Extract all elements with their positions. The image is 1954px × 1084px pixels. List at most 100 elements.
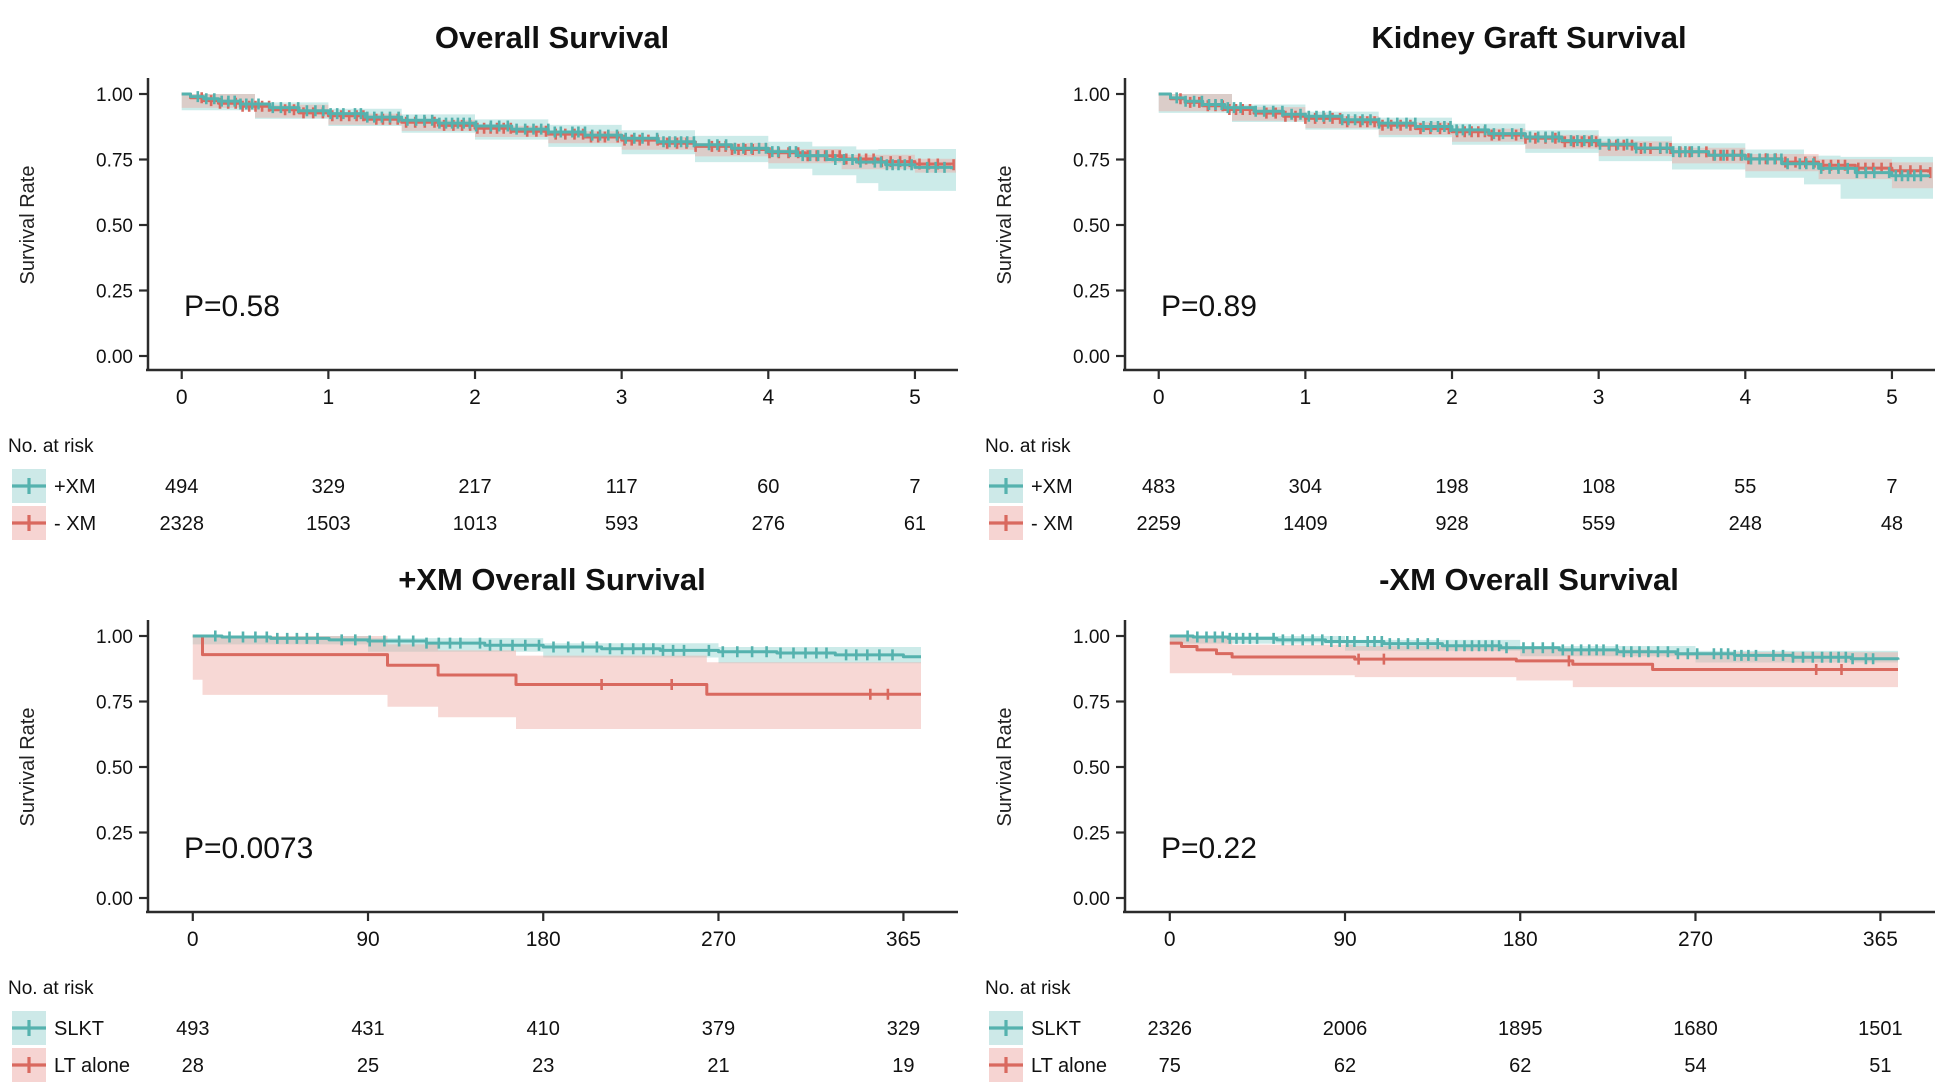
risk-count: 7: [1886, 476, 1897, 498]
risk-count: 1895: [1498, 1018, 1543, 1040]
risk-count: 55: [1734, 476, 1756, 498]
y-tick-label: 0.25: [1073, 824, 1110, 845]
km-curve: [192, 634, 921, 696]
x-tick-label: 3: [616, 386, 628, 409]
risk-count: 48: [1881, 513, 1903, 535]
p-value-label: P=0.58: [184, 290, 280, 323]
risk-count: 60: [757, 476, 779, 498]
risk-count: 217: [458, 476, 491, 498]
series-label: - XM: [54, 513, 96, 535]
censor-ticks: [1357, 653, 1843, 675]
risk-count: 483: [1142, 476, 1175, 498]
y-tick-label: 0.25: [96, 824, 133, 845]
risk-count: 329: [887, 1018, 920, 1040]
y-tick-label: 0.25: [1073, 282, 1110, 303]
panel-title: Kidney Graft Survival: [1371, 20, 1686, 55]
risk-table-header: No. at risk: [8, 436, 94, 457]
risk-count: 75: [1159, 1055, 1181, 1077]
panel-overall-survival: Overall Survival Survival Rate 1.00 0.75 0.5…: [8, 20, 958, 540]
risk-count: 54: [1684, 1055, 1706, 1077]
x-tick-label: 1: [323, 386, 335, 409]
series-label: +XM: [1031, 476, 1073, 498]
risk-table-header: No. at risk: [985, 436, 1071, 457]
risk-count: 2259: [1136, 513, 1181, 535]
x-tick-label: 3: [1593, 386, 1605, 409]
x-tick-label: 365: [1863, 928, 1898, 951]
y-tick-label: 0.00: [96, 889, 133, 910]
panel-neg-xm-overall-survival: -XM Overall Survival Survival Rate 1.00 0.7…: [985, 562, 1935, 1082]
risk-count: 304: [1289, 476, 1322, 498]
x-tick-label: 2: [1446, 386, 1458, 409]
risk-count: 61: [904, 513, 926, 535]
x-tick-label: 0: [1153, 386, 1165, 409]
y-tick-label: 0.75: [1073, 693, 1110, 714]
x-tick-label: 5: [1886, 386, 1898, 409]
risk-count: 1503: [306, 513, 351, 535]
x-tick-label: 5: [909, 386, 921, 409]
risk-count: 559: [1582, 513, 1615, 535]
ci-band: [192, 636, 922, 729]
risk-count: 117: [606, 476, 638, 498]
risk-table-header: No. at risk: [8, 978, 94, 999]
y-tick-label: 0.00: [96, 347, 133, 368]
risk-count: 248: [1729, 513, 1762, 535]
panel-pos-xm-overall-survival: +XM Overall Survival Survival Rate 1.00 0.7…: [8, 562, 958, 1082]
y-axis-title: Survival Rate: [17, 166, 39, 285]
x-tick-label: 365: [886, 928, 921, 951]
censor-ticks: [1175, 92, 1923, 182]
y-tick-label: 1.00: [96, 85, 133, 106]
risk-count: 25: [357, 1055, 379, 1077]
x-tick-label: 4: [1739, 386, 1751, 409]
risk-count: 410: [527, 1018, 560, 1040]
risk-count: 23: [532, 1055, 554, 1077]
risk-count: 62: [1334, 1055, 1356, 1077]
x-tick-label: 0: [1164, 928, 1176, 951]
risk-count: 21: [707, 1055, 729, 1077]
x-tick-label: 2: [469, 386, 481, 409]
panel-title: -XM Overall Survival: [1379, 562, 1679, 597]
risk-count: 431: [351, 1018, 384, 1040]
y-tick-label: 0.00: [1073, 347, 1110, 368]
panel-title: +XM Overall Survival: [398, 562, 706, 597]
risk-count: 928: [1435, 513, 1468, 535]
p-value-label: P=0.0073: [184, 832, 313, 865]
p-value-label: P=0.89: [1161, 290, 1257, 323]
y-axis-title: Survival Rate: [17, 708, 39, 827]
x-tick-label: 0: [187, 928, 199, 951]
y-tick-label: 1.00: [96, 627, 133, 648]
y-tick-label: 0.00: [1073, 889, 1110, 910]
risk-count: 7: [909, 476, 920, 498]
risk-count: 593: [605, 513, 638, 535]
y-tick-label: 1.00: [1073, 627, 1110, 648]
series-label: LT alone: [1031, 1055, 1107, 1077]
x-tick-label: 180: [526, 928, 561, 951]
x-tick-label: 270: [1678, 928, 1713, 951]
risk-count: 2006: [1323, 1018, 1368, 1040]
censor-ticks: [600, 679, 890, 700]
risk-count: 1409: [1283, 513, 1328, 535]
p-value-label: P=0.22: [1161, 832, 1257, 865]
series-label: LT alone: [54, 1055, 130, 1077]
y-tick-label: 1.00: [1073, 85, 1110, 106]
risk-count: 51: [1869, 1055, 1891, 1077]
risk-count: 108: [1582, 476, 1615, 498]
y-tick-label: 0.50: [96, 758, 133, 779]
series-label: SLKT: [1031, 1018, 1081, 1040]
censor-ticks: [1186, 630, 1875, 665]
censor-ticks: [196, 91, 946, 173]
censor-ticks: [214, 630, 894, 661]
x-tick-label: 270: [701, 928, 736, 951]
y-tick-label: 0.75: [96, 151, 133, 172]
y-tick-label: 0.75: [1073, 151, 1110, 172]
y-tick-label: 0.50: [1073, 758, 1110, 779]
risk-count: 1680: [1673, 1018, 1718, 1040]
risk-count: 494: [165, 476, 198, 498]
y-tick-label: 0.25: [96, 282, 133, 303]
panel-title: Overall Survival: [435, 20, 669, 55]
y-axis-title: Survival Rate: [994, 166, 1016, 285]
risk-count: 19: [892, 1055, 914, 1077]
panel-kidney-graft-survival: Kidney Graft Survival Survival Rate 1.00 0.…: [985, 20, 1935, 540]
y-axis-title: Survival Rate: [994, 708, 1016, 827]
x-tick-label: 90: [356, 928, 379, 951]
